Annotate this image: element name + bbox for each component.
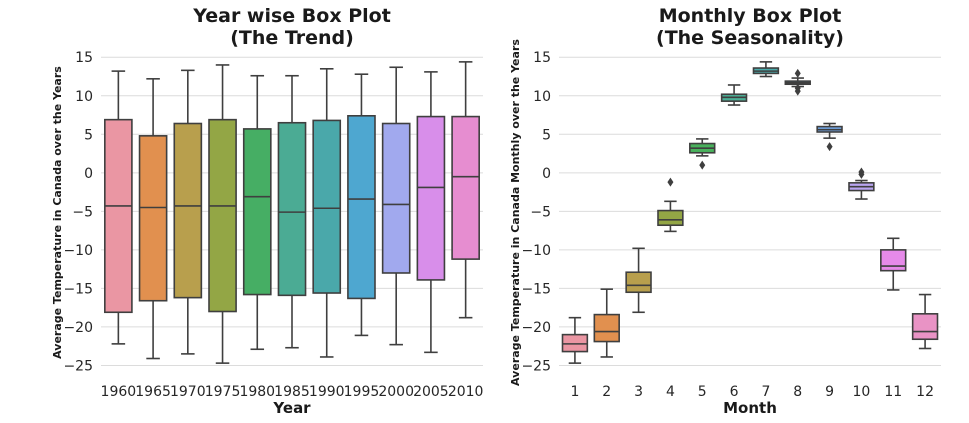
box-1980	[242, 74, 272, 351]
box-body	[312, 119, 342, 294]
x-tick-label: 3	[634, 384, 643, 400]
x-tick-label: 8	[793, 384, 802, 400]
outlier-point	[826, 142, 833, 152]
x-tick-label: 1980	[239, 384, 275, 400]
x-tick-label: 12	[916, 384, 934, 400]
y-tick-label: 5	[542, 127, 551, 143]
box-6	[720, 84, 748, 106]
y-tick-label: 5	[84, 127, 93, 143]
y-axis-label: Average Temperature in Canada over the Y…	[51, 66, 64, 359]
box-1975	[208, 64, 237, 364]
x-tick-label: 2	[602, 384, 611, 400]
box-body	[242, 128, 272, 296]
box-1960	[104, 70, 133, 345]
outlier-point	[667, 177, 674, 187]
chart-subtitle: (The Trend)	[230, 27, 354, 49]
x-tick-label: 1970	[170, 384, 206, 400]
box-body	[451, 115, 480, 260]
box-body	[104, 118, 133, 314]
x-tick-label: 1990	[309, 384, 345, 400]
x-tick-label: 1995	[344, 384, 380, 400]
box-body	[381, 122, 411, 274]
box-12	[911, 293, 939, 350]
x-tick-label: 1965	[135, 384, 171, 400]
y-axis-label: Average Temperature in Canada Monthly ov…	[509, 39, 522, 386]
box-body	[593, 313, 620, 343]
y-tick-label: −25	[63, 358, 93, 374]
y-tick-label: −10	[63, 243, 93, 259]
chart-panel-1: 15 10 5 0 −5 −10 −15 −20 −25 1960 1965 1970 1975 1980…	[51, 5, 483, 417]
x-tick-label: 10	[853, 384, 871, 400]
box-10	[848, 167, 875, 200]
box-2000	[381, 66, 411, 346]
outlier-point	[794, 68, 801, 78]
box-1	[561, 316, 589, 364]
box-body	[347, 115, 376, 300]
y-tick-label: −10	[521, 243, 551, 259]
y-tick-label: 10	[533, 89, 551, 105]
x-tick-label: 1975	[205, 384, 241, 400]
box-body	[277, 121, 307, 297]
x-tick-label: 2010	[448, 384, 484, 400]
box-2	[593, 288, 620, 358]
box-body	[138, 135, 168, 302]
y-tick-label: 0	[542, 166, 551, 182]
box-8	[784, 68, 811, 96]
box-1990	[312, 68, 342, 358]
box-2010	[451, 61, 480, 319]
x-tick-label: 1985	[274, 384, 310, 400]
y-tick-label: −5	[72, 204, 93, 220]
y-tick-label: 15	[533, 50, 551, 66]
y-tick-label: −25	[521, 358, 551, 374]
box-11	[880, 237, 907, 291]
x-tick-label: 1	[570, 384, 579, 400]
x-tick-label: 7	[761, 384, 770, 400]
x-tick-label: 6	[730, 384, 739, 400]
chart-title: Year wise Box Plot	[192, 5, 391, 27]
outlier-point	[794, 83, 801, 93]
x-axis-label: Year	[272, 399, 311, 417]
chart-subtitle: (The Seasonality)	[656, 27, 844, 49]
y-tick-label: −15	[63, 281, 93, 297]
box-4	[657, 177, 684, 233]
box-body	[208, 118, 237, 313]
box-7	[752, 61, 780, 78]
box-body	[625, 271, 652, 294]
x-tick-label: 4	[666, 384, 675, 400]
x-axis-label: Month	[723, 399, 777, 417]
y-tick-label: 10	[75, 89, 93, 105]
box-body	[657, 209, 684, 227]
box-1965	[138, 78, 168, 360]
box-2005	[416, 71, 446, 354]
box-body	[880, 249, 907, 272]
x-tick-label: 1960	[101, 384, 137, 400]
x-tick-label: 11	[884, 384, 902, 400]
box-1970	[173, 69, 203, 355]
x-tick-label: 2000	[378, 384, 414, 400]
y-tick-label: 0	[84, 166, 93, 182]
x-tick-label: 5	[698, 384, 707, 400]
x-tick-label: 2005	[413, 384, 449, 400]
outlier-point	[699, 160, 706, 170]
y-tick-label: −15	[521, 281, 551, 297]
box-1995	[347, 73, 376, 337]
box-1985	[277, 74, 307, 349]
box-body	[416, 115, 446, 281]
x-tick-label: 9	[825, 384, 834, 400]
y-tick-label: −20	[521, 320, 551, 336]
box-body	[911, 313, 939, 341]
box-5	[689, 138, 716, 170]
y-tick-label: −5	[530, 204, 551, 220]
outlier-point	[858, 167, 865, 177]
box-body	[173, 122, 203, 299]
y-tick-label: −20	[63, 320, 93, 336]
box-9	[816, 122, 843, 152]
y-tick-label: 15	[75, 50, 93, 66]
chart-title: Monthly Box Plot	[659, 5, 842, 27]
box-3	[625, 247, 652, 314]
